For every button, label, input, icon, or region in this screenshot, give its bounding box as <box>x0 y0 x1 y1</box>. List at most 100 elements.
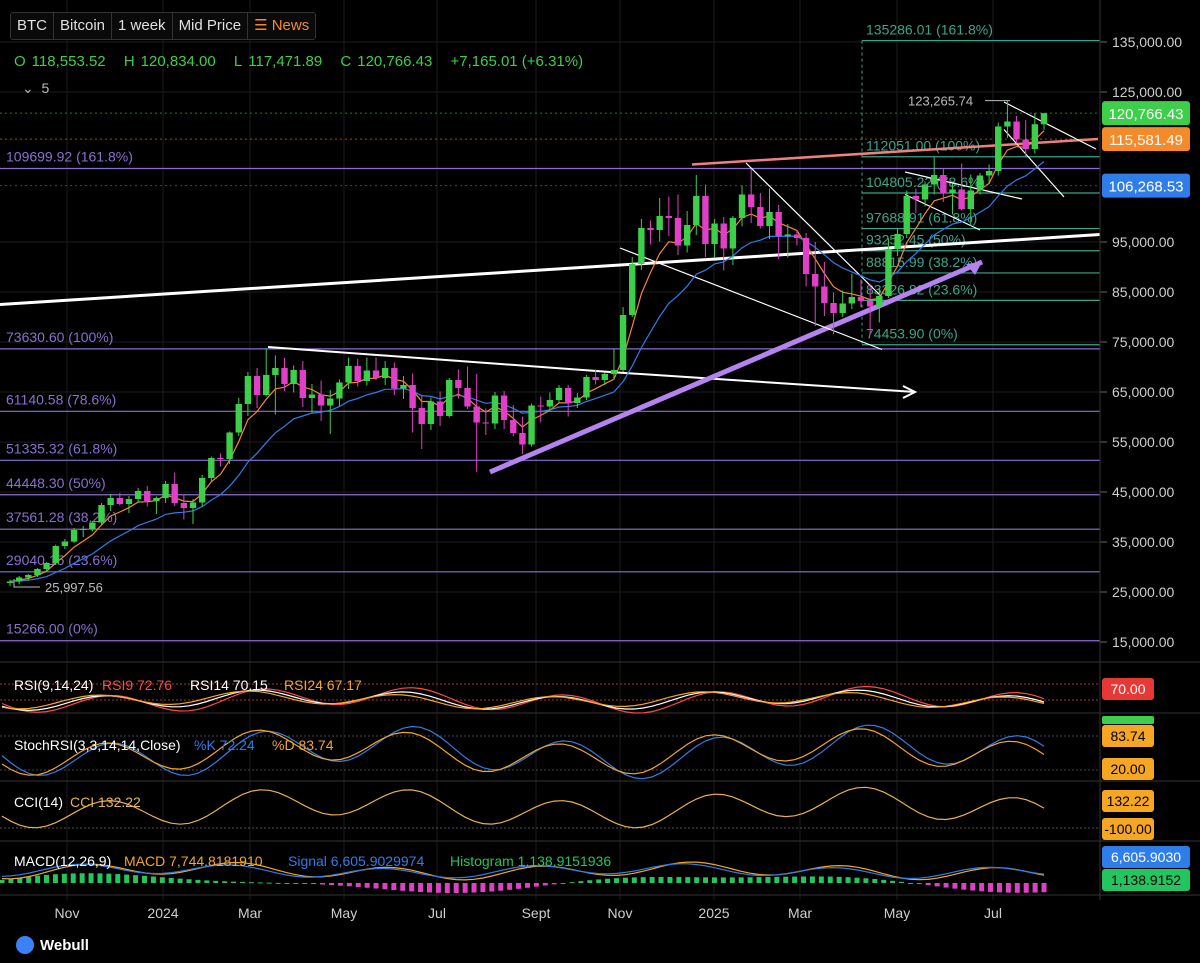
indicator-collapse-toggle[interactable]: ⌄ 5 <box>22 80 49 97</box>
x-axis: Nov 2024 Mar May Jul Sept Nov 2025 Mar May Jul <box>55 905 1002 921</box>
candle-body <box>747 194 755 207</box>
macd-histogram-bar <box>596 879 602 883</box>
candle-body <box>592 377 599 380</box>
candle-body <box>15 577 23 582</box>
candle-body <box>281 368 288 384</box>
candle-body <box>336 382 343 399</box>
candle-body <box>272 368 279 375</box>
candle-body <box>528 405 535 445</box>
macd-histogram-bar <box>578 881 584 883</box>
x-axis-label: Nov <box>55 905 80 921</box>
candle-body <box>189 502 197 508</box>
candle-body <box>1031 124 1039 149</box>
candle-body <box>949 189 956 193</box>
candle-body <box>903 196 910 234</box>
x-axis-label: Jul <box>428 905 446 921</box>
candle-body <box>226 432 233 459</box>
candle-body <box>1022 139 1029 149</box>
macd-histogram-bar <box>186 879 192 883</box>
y-axis-label: 125,000.00 <box>1112 84 1182 100</box>
candle-body <box>70 530 78 542</box>
price-type-selector[interactable]: Mid Price <box>172 13 249 39</box>
interval-selector[interactable]: 1 week <box>112 13 173 39</box>
macd-histogram-bar <box>70 873 76 883</box>
fib-level-label: 97688.91 (61.8%) <box>866 210 977 226</box>
cci-tag-low-badge <box>1102 818 1154 840</box>
symbol-label[interactable]: BTC <box>11 13 54 39</box>
macd-histogram-bar <box>996 883 1002 893</box>
macd-histogram-bar <box>284 883 290 884</box>
price-tags: 120,766.43 115,581.49 106,268.53 <box>0 101 1190 198</box>
candle-body <box>153 498 160 501</box>
y-axis-label: 85,000.00 <box>1112 284 1174 300</box>
candle-body <box>674 218 682 246</box>
candle-body <box>244 376 252 404</box>
macd-histogram-bar <box>854 877 860 883</box>
webull-logo-icon <box>16 936 34 954</box>
cci-tag-low: -100.00 <box>1104 821 1152 837</box>
rsi24-value: RSI24 67.17 <box>284 677 362 693</box>
y-axis: 135,000.00 125,000.00 95,000.00 85,000.00 75… <box>1099 0 1182 900</box>
macd-histogram-bar <box>899 881 905 883</box>
candle-body <box>235 404 242 433</box>
macd-histogram-bar <box>622 877 628 883</box>
macd-histogram-bar <box>52 874 58 883</box>
macd-histogram-bar <box>809 876 815 883</box>
change-value: +7,165.01 (+6.31%) <box>450 53 584 70</box>
candle-body <box>985 171 993 176</box>
candle-body <box>436 401 444 416</box>
y-axis-label: 45,000.00 <box>1112 484 1174 500</box>
candle-body <box>446 380 453 416</box>
moving-average-blue <box>9 161 1045 583</box>
candle-body <box>510 420 517 433</box>
low-marker-label: 25,997.56 <box>45 580 103 595</box>
y-axis-label: 95,000.00 <box>1112 234 1174 250</box>
cci-title: CCI(14) <box>14 794 63 810</box>
candle-body <box>116 498 124 504</box>
macd-histogram-bar <box>916 883 922 885</box>
macd-histogram-bar <box>551 883 557 885</box>
stochrsi-tag-d-badge <box>1102 725 1154 747</box>
macd-histogram-bar <box>159 877 165 883</box>
macd-histogram-bar <box>462 883 468 893</box>
macd-histogram-bar <box>248 882 254 884</box>
candle-body <box>80 529 87 530</box>
macd-histogram-bar <box>418 883 424 893</box>
macd-histogram-bar <box>1023 883 1029 893</box>
macd-histogram-bar <box>756 877 762 883</box>
news-button[interactable]: ☰ News <box>248 13 316 39</box>
flag-lower-line <box>619 247 883 351</box>
macd-histogram-bar <box>426 883 432 893</box>
x-axis-label: 2025 <box>698 905 729 921</box>
candle-body <box>217 458 224 459</box>
macd-tag-badge <box>1102 869 1190 891</box>
macd-histogram-bar <box>881 879 887 883</box>
macd-histogram-bar <box>355 883 361 888</box>
flag-line <box>904 193 981 231</box>
macd-histogram-tag: 1,138.9152 <box>1111 872 1181 888</box>
cci-value: CCI 132.22 <box>70 794 141 810</box>
candle-body <box>52 546 59 563</box>
candle-body <box>381 368 389 378</box>
macd-histogram-bar <box>667 877 673 883</box>
macd-histogram-bar <box>88 873 94 883</box>
candle-body <box>180 503 188 508</box>
trend-lines[interactable]: 123,265.74 25,997.56 <box>0 94 1101 595</box>
macd-histogram-bar <box>720 877 726 883</box>
candle-body <box>25 575 32 578</box>
macd-histogram-bar <box>801 876 807 883</box>
macd-histogram-bar <box>346 883 352 887</box>
price-tag-value: 120,766.43 <box>1108 106 1183 123</box>
macd-histogram-bar <box>605 878 611 883</box>
x-axis-label: Sept <box>522 905 551 921</box>
candle-body <box>6 581 14 583</box>
candle-body <box>812 274 819 287</box>
candle-body <box>500 395 508 420</box>
candle-body <box>418 408 425 424</box>
candle-body <box>327 398 334 406</box>
macd-histogram-bar <box>141 875 147 883</box>
news-icon: ☰ <box>254 17 268 34</box>
macd-histogram-bar <box>444 883 450 893</box>
stochrsi-d-value: %D 83.74 <box>272 737 334 753</box>
